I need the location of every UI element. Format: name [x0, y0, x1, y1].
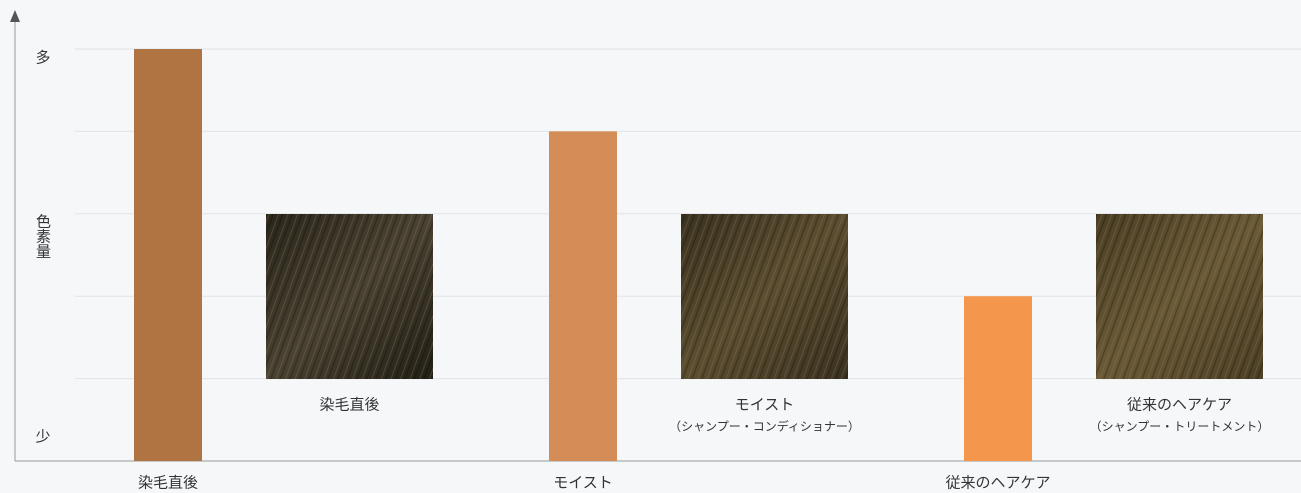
swatch-sublabel: （シャンプー・コンディショナー） [669, 419, 860, 434]
y-axis-label: 色素量 [34, 214, 52, 259]
y-top-label: 多 [35, 49, 50, 67]
hair-texture [681, 214, 848, 379]
x-tick-label: 従来のヘアケア [945, 474, 1050, 492]
x-tick-label: モイスト [553, 474, 613, 492]
bar [549, 131, 617, 461]
y-bottom-label: 少 [35, 428, 50, 446]
hair-texture [266, 214, 433, 379]
x-tick-label: 染毛直後 [138, 474, 198, 492]
swatch-label: 従来のヘアケア [1127, 396, 1232, 414]
hair-texture [1096, 214, 1263, 379]
bar [134, 49, 202, 461]
swatch-sublabel: （シャンプー・トリートメント） [1090, 420, 1270, 434]
y-axis-arrow [10, 10, 20, 22]
bar [964, 296, 1032, 461]
swatch-label: モイスト [735, 396, 795, 414]
swatch-label: 染毛直後 [319, 396, 379, 414]
